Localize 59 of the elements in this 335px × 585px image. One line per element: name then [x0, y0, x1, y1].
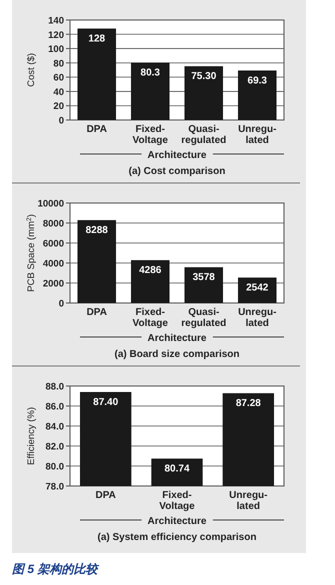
y-tick-label: 6000 [42, 238, 64, 250]
bar [77, 28, 116, 120]
data-label: 87.28 [236, 398, 262, 410]
caption: 图 5 架构的比较 [12, 562, 100, 576]
y-tick-label: 84.0 [46, 422, 64, 432]
x-axis-title: Architecture [148, 333, 207, 344]
bar [184, 66, 224, 120]
y-tick-label: 2000 [42, 278, 64, 290]
x-tick-label: Unregu- lated [229, 490, 268, 512]
y-tick-label: 4000 [42, 258, 64, 270]
x-tick-label: Fixed- Voltage [132, 307, 168, 329]
text: (a) Board size comparison [114, 349, 240, 360]
y-tick-label: 80.0 [46, 462, 64, 472]
y-tick-label: 86.0 [46, 402, 64, 412]
y-tick-label: 140 [48, 16, 64, 26]
bar [184, 267, 224, 303]
y-tick-label: 60 [53, 72, 64, 84]
data-label: 128 [88, 34, 106, 45]
data-label: 80.74 [164, 464, 190, 475]
x-tick-label: Unregu- lated [238, 307, 276, 329]
x-tick-label: DPA [86, 307, 107, 318]
y-tick-label: 80 [53, 58, 64, 70]
y-tick-label: 10000 [38, 198, 64, 210]
data-label: 8288 [86, 225, 108, 236]
bar [77, 220, 116, 303]
x-tick-label: Fixed- Voltage [132, 124, 168, 146]
data-label: 4286 [139, 265, 162, 276]
data-label: 69.3 [248, 76, 268, 86]
text: (a) System efficiency comparison [98, 532, 256, 543]
bar [130, 62, 170, 120]
bar [130, 260, 170, 303]
x-axis-title: Architecture [148, 150, 207, 161]
y-axis-title: Efficiency (%) [26, 407, 37, 465]
y-tick-label: 20 [53, 101, 64, 112]
x-tick-label: Quasi- regulated [181, 307, 226, 329]
data-label: 2542 [246, 282, 269, 294]
y-tick-label: 0 [58, 298, 64, 310]
y-tick-label: 120 [48, 30, 64, 41]
bar [238, 278, 277, 303]
y-tick-label: 0 [58, 116, 64, 126]
y-tick-label: 100 [48, 44, 64, 56]
data-label: 3578 [192, 272, 216, 284]
y-tick-label: 40 [53, 86, 64, 98]
y-tick-label: 78.0 [46, 482, 64, 492]
x-axis-title: Architecture [148, 516, 207, 527]
x-tick-label: Quasi- regulated [181, 124, 226, 146]
y-tick-label: 82.0 [46, 442, 64, 452]
data-label: 80.3 [140, 68, 160, 79]
text: (a) Cost comparison [128, 166, 226, 177]
x-tick-label: DPA [95, 490, 116, 501]
x-tick-label: DPA [86, 124, 107, 135]
y-tick-label: 8000 [42, 218, 64, 230]
x-tick-label: Unregu- lated [238, 124, 276, 146]
data-label: 87.40 [93, 397, 119, 408]
y-axis-title: Cost ($) [26, 53, 37, 87]
y-tick-label: 88.0 [46, 382, 64, 392]
bar [238, 70, 277, 120]
data-label: 75.30 [191, 71, 217, 82]
x-tick-label: Fixed- Voltage [159, 490, 196, 512]
